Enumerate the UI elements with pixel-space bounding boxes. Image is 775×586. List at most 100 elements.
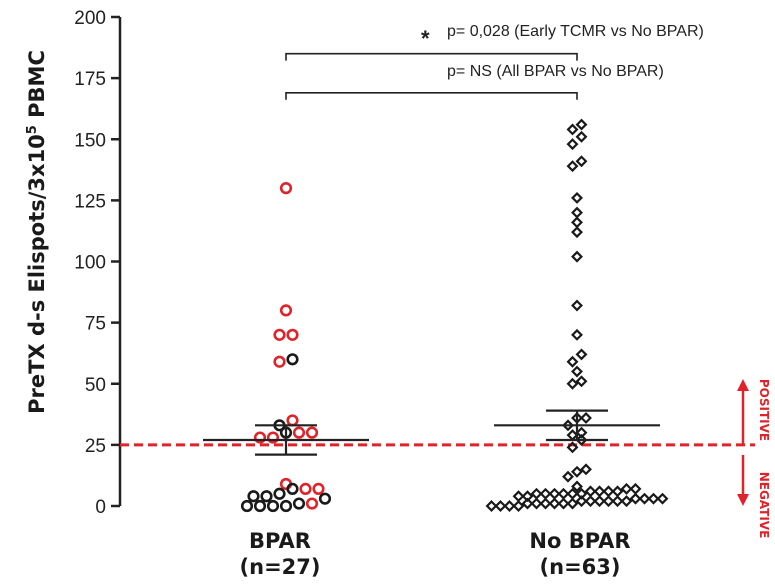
y-tick-label: 50 <box>85 375 106 396</box>
bpar-point-red <box>305 426 319 439</box>
group-n-no-bpar: (n=63) <box>539 555 621 579</box>
no-bpar-point <box>656 492 669 505</box>
no-bpar-point <box>566 355 579 368</box>
no-bpar-point <box>629 482 642 495</box>
y-tick-label: 150 <box>74 130 106 151</box>
y-tick-label: 25 <box>85 436 106 457</box>
no-bpar-point <box>602 495 615 508</box>
bpar-point-black <box>286 353 299 366</box>
y-tick-label: 75 <box>85 314 106 335</box>
no-bpar-point <box>620 495 633 508</box>
bpar-point-red <box>279 182 293 195</box>
y-tick-label: 125 <box>74 191 106 212</box>
no-bpar-point <box>629 492 642 505</box>
data-points <box>240 118 669 513</box>
no-bpar-point <box>571 480 583 493</box>
no-bpar-point <box>571 226 583 239</box>
bpar-point-red <box>292 426 306 439</box>
bpar-point-black <box>286 482 299 495</box>
no-bpar-point <box>566 123 579 136</box>
group-n-bpar: (n=27) <box>239 555 321 579</box>
no-bpar-point <box>539 497 552 510</box>
bpar-point-black <box>273 487 286 500</box>
no-bpar-point <box>530 497 543 510</box>
comparison-bracket <box>285 91 578 100</box>
no-bpar-point <box>571 465 583 478</box>
error-bars <box>203 409 660 456</box>
no-bpar-point <box>571 206 583 219</box>
bpar-point-red <box>279 304 293 317</box>
negative-arrow-head <box>737 494 749 506</box>
no-bpar-point <box>566 441 579 454</box>
bpar-point-red <box>312 482 325 495</box>
y-axis: 0 25 50 75 100 125 150 175 200 <box>74 8 122 518</box>
bpar-point-black <box>247 490 260 503</box>
y-tick-label: 200 <box>74 8 106 29</box>
no-bpar-point <box>571 365 583 378</box>
bpar-point-red <box>273 328 286 341</box>
positive-label: POSITIVE <box>757 378 771 442</box>
bpar-point-red <box>286 328 299 341</box>
bpar-point-black <box>240 499 254 513</box>
comparison-bracket <box>285 52 578 61</box>
no-bpar-point <box>521 497 534 510</box>
bpar-point-red <box>273 355 286 368</box>
x-label-no-bpar: No BPAR (n=63) <box>505 528 655 580</box>
no-bpar-point <box>562 419 574 432</box>
no-bpar-point <box>548 497 561 510</box>
no-bpar-point <box>503 500 516 512</box>
no-bpar-point <box>494 500 507 512</box>
no-bpar-point <box>562 470 574 483</box>
no-bpar-point <box>571 191 583 204</box>
y-axis-title-wrap: PreTX d-s Elispots/3x105 PBMC <box>0 0 60 586</box>
no-bpar-point <box>620 482 633 495</box>
no-bpar-point <box>566 160 579 173</box>
bpar-point-black <box>279 499 293 513</box>
no-bpar-point <box>571 250 583 263</box>
negative-label: NEGATIVE <box>757 471 771 539</box>
no-bpar-point <box>593 495 606 508</box>
no-bpar-point <box>580 412 592 424</box>
y-tick-label: 0 <box>95 497 106 518</box>
no-bpar-point <box>575 495 588 508</box>
bpar-point-black <box>260 490 273 503</box>
y-tick-label: 100 <box>74 253 106 274</box>
positive-arrow-head <box>737 379 749 391</box>
no-bpar-point <box>575 348 588 361</box>
no-bpar-point <box>557 497 570 510</box>
no-bpar-point <box>571 216 583 229</box>
no-bpar-point <box>485 500 498 512</box>
comparison-label-tcmr: p= 0,028 (Early TCMR vs No BPAR) <box>447 23 704 40</box>
no-bpar-point <box>566 497 579 510</box>
no-bpar-point <box>584 495 597 508</box>
no-bpar-point <box>580 463 592 476</box>
no-bpar-point <box>647 492 660 505</box>
bpar-point-black <box>292 497 306 510</box>
no-bpar-point <box>611 495 624 508</box>
bpar-point-black <box>253 499 267 513</box>
y-axis-title: PreTX d-s Elispots/3x105 PBMC <box>25 50 49 414</box>
no-bpar-point <box>571 328 583 341</box>
comparison-brackets <box>285 52 578 100</box>
comparison-label-all-bpar: p= NS (All BPAR vs No BPAR) <box>447 63 664 80</box>
y-tick-label: 175 <box>74 69 106 90</box>
no-bpar-point <box>575 375 588 388</box>
no-bpar-point <box>575 434 588 446</box>
no-bpar-point <box>571 299 583 312</box>
no-bpar-point <box>638 492 651 505</box>
no-bpar-point <box>575 130 588 143</box>
side-arrows <box>737 379 749 506</box>
no-bpar-point <box>566 429 579 442</box>
no-bpar-point <box>566 138 579 151</box>
bpar-point-red <box>253 431 267 444</box>
significance-star: * <box>421 26 430 51</box>
group-name-bpar: BPAR <box>249 529 311 553</box>
no-bpar-point <box>566 377 579 390</box>
no-bpar-point <box>611 485 624 498</box>
no-bpar-point <box>575 155 588 168</box>
bpar-point-black <box>318 492 332 505</box>
bpar-point-red <box>286 414 299 427</box>
no-bpar-point <box>575 118 588 131</box>
bpar-point-red <box>299 482 312 495</box>
bpar-point-red <box>305 497 319 510</box>
